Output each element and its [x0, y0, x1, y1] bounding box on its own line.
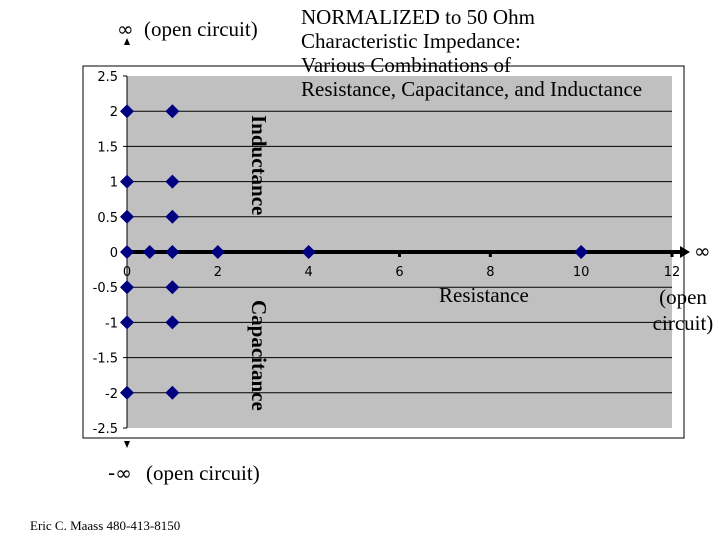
x-tick-label: 2	[214, 265, 222, 280]
data-point	[120, 209, 134, 224]
bottom-open-circuit-label: (open circuit)	[146, 461, 260, 485]
data-point	[120, 174, 134, 189]
y-tick-label: 2.5	[97, 70, 118, 85]
up-arrow-icon	[124, 38, 130, 45]
title-line: Characteristic Impedance:	[301, 29, 521, 53]
title-line: Resistance, Capacitance, and Inductance	[301, 77, 643, 101]
data-point	[120, 385, 134, 400]
data-point	[301, 245, 316, 259]
capacitance-label: Capacitance	[247, 300, 271, 411]
data-point	[165, 209, 180, 224]
inductance-label: Inductance	[247, 115, 271, 215]
x-tick-label: 12	[664, 265, 681, 280]
x-tick-label: 4	[305, 265, 313, 280]
data-point	[120, 315, 134, 330]
y-tick-label: -2.5	[93, 422, 118, 437]
bottom-infinity-symbol: -∞	[108, 461, 132, 485]
author-credit: Eric C. Maass 480-413-8150	[30, 518, 181, 533]
x-infinity-symbol: ∞	[694, 239, 711, 263]
y-tick-label: 2	[110, 105, 118, 120]
data-point	[165, 245, 180, 259]
data-point	[120, 245, 134, 259]
y-tick-label: -1.5	[93, 352, 118, 367]
title-line: NORMALIZED to 50 Ohm	[301, 5, 535, 29]
data-point	[165, 174, 180, 189]
x-tick-label: 10	[573, 265, 590, 280]
chart-title: NORMALIZED to 50 Ohm Characteristic Impe…	[301, 5, 719, 101]
title-line: Various Combinations of	[301, 53, 511, 77]
data-point	[120, 104, 134, 119]
x-axis-arrow-icon	[680, 246, 690, 258]
x-tick-label: 0	[123, 265, 131, 280]
x-tick-label: 8	[486, 265, 494, 280]
x-open-circuit-label: (open circuit)	[652, 285, 714, 335]
data-point	[210, 245, 225, 259]
x-axis-label: Resistance	[439, 283, 529, 307]
y-tick-label: 1.5	[97, 140, 118, 155]
y-tick-label: 1	[110, 176, 118, 191]
y-tick-label: -1	[105, 316, 118, 331]
data-point	[165, 104, 180, 119]
data-point	[165, 315, 180, 330]
data-point	[165, 385, 180, 400]
data-point	[574, 245, 589, 259]
y-tick-label: -2	[105, 387, 118, 402]
top-open-circuit-label: (open circuit)	[144, 17, 258, 41]
top-infinity-symbol: ∞	[117, 17, 134, 41]
data-point	[142, 245, 157, 259]
down-arrow-icon	[124, 441, 130, 448]
y-tick-label: 0.5	[97, 211, 118, 226]
data-point	[165, 280, 180, 295]
y-tick-label: 0	[110, 246, 118, 261]
y-tick-label: -0.5	[93, 281, 118, 296]
x-tick-label: 6	[395, 265, 403, 280]
data-point	[120, 280, 134, 295]
